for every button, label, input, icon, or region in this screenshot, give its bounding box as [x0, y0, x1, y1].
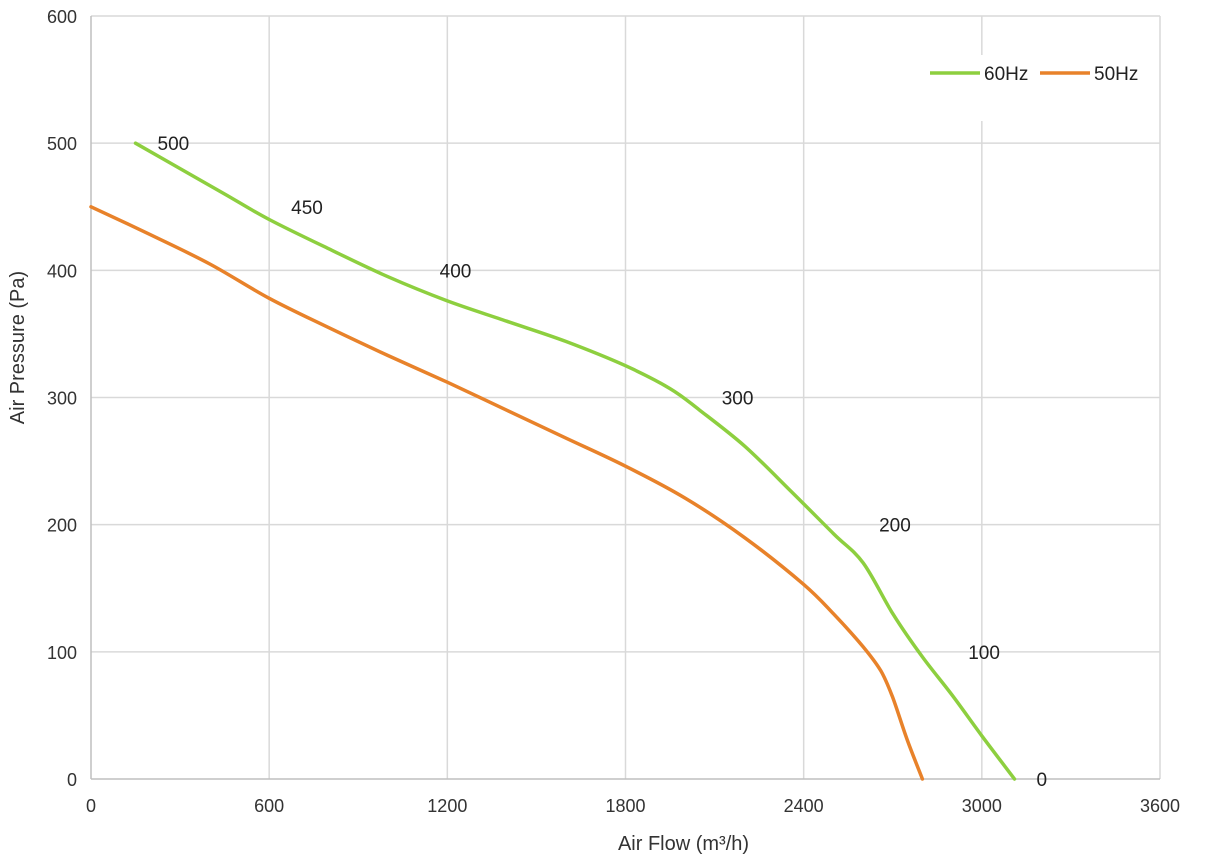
y-tick-label: 200	[47, 516, 77, 536]
gridlines	[91, 15, 1161, 779]
legend-label-60Hz: 60Hz	[984, 64, 1028, 85]
legend-background	[925, 55, 1150, 121]
y-axis-title: Air Pressure (Pa)	[7, 271, 29, 424]
legend: 60Hz 50Hz	[925, 55, 1150, 121]
x-axis-title: Air Flow (m³/h)	[618, 833, 749, 855]
x-tick-label: 0	[86, 796, 96, 816]
x-tick-label: 3000	[962, 796, 1002, 816]
y-tick-label: 300	[47, 389, 77, 409]
series-line-50Hz	[89, 205, 925, 781]
y-tick-label: 100	[47, 643, 77, 663]
x-tick-label: 2400	[784, 796, 824, 816]
series-lines	[89, 141, 1017, 781]
data-label: 300	[722, 389, 754, 410]
axes: 0 600 1200 1800 2400 3000 36000100200300400500…	[47, 7, 1180, 816]
y-tick-label: 0	[67, 770, 77, 790]
x-tick-label: 1200	[427, 796, 467, 816]
data-labels: 500 450 400 300 200 100 0	[158, 134, 1048, 791]
legend-label-50Hz: 50Hz	[1094, 64, 1138, 85]
x-tick-label: 3600	[1140, 796, 1180, 816]
y-tick-label: 500	[47, 134, 77, 154]
y-tick-label: 600	[47, 7, 77, 27]
data-label: 400	[440, 261, 472, 282]
x-tick-label: 600	[254, 796, 284, 816]
series-line-60Hz	[133, 141, 1017, 781]
data-label: 450	[291, 198, 323, 219]
data-label: 200	[879, 516, 911, 537]
x-tick-label: 1800	[605, 796, 645, 816]
data-label: 100	[968, 643, 1000, 664]
data-label: 500	[158, 134, 190, 155]
data-label: 0	[1036, 770, 1047, 791]
y-tick-label: 400	[47, 261, 77, 281]
